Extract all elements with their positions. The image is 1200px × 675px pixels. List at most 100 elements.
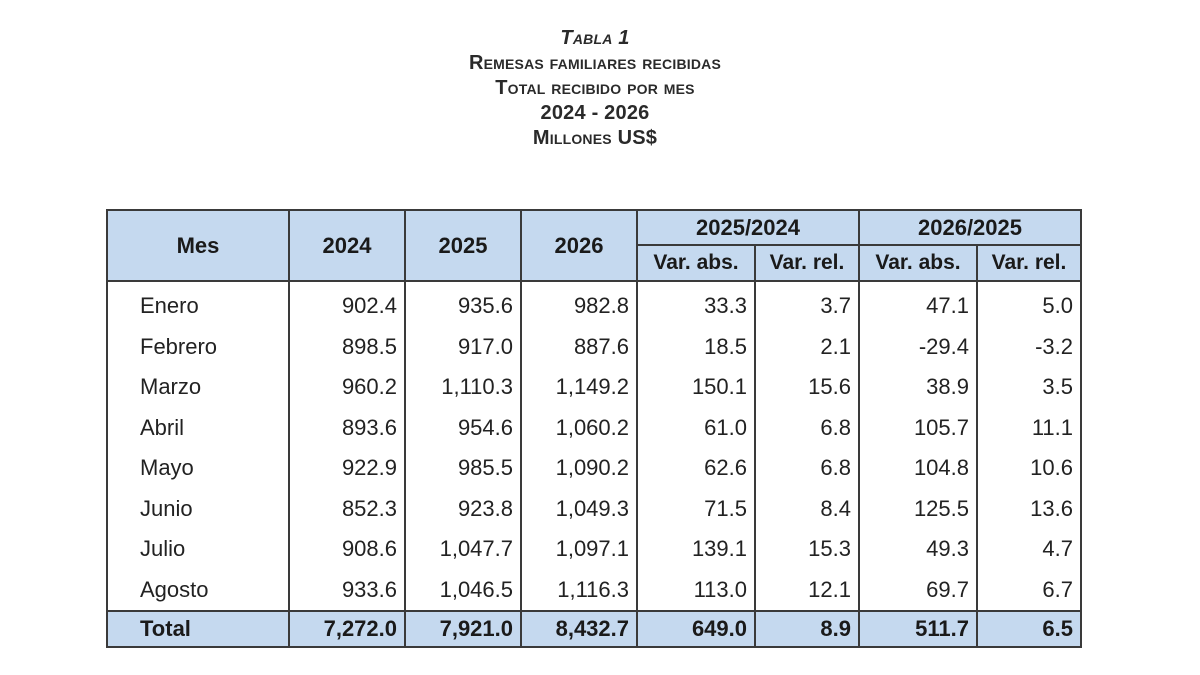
header-var-abs-2: Var. abs.: [858, 244, 978, 282]
cell-var-rel-2: 13.6: [976, 488, 1082, 529]
cell-var-abs-1: 71.5: [636, 488, 756, 529]
cell-var-abs-1: 62.6: [636, 448, 756, 489]
cell-var-abs-2: 125.5: [858, 488, 978, 529]
cell-var-abs-1: 33.3: [636, 281, 756, 327]
cell-v2024: 908.6: [288, 529, 406, 570]
header-var-rel-1: Var. rel.: [754, 244, 860, 282]
table-row: Agosto 933.6 1,046.5 1,116.3 113.0 12.1 69.7 6.…: [106, 569, 1082, 611]
cell-var-abs-2: 104.8: [858, 448, 978, 489]
cell-v2026: 1,116.3: [520, 569, 638, 611]
cell-v2024: 852.3: [288, 488, 406, 529]
total-cell-var-rel-2: 6.5: [976, 610, 1082, 648]
table-row: Marzo 960.2 1,110.3 1,149.2 150.1 15.6 38.9 3.5: [106, 367, 1082, 408]
header-2024: 2024: [288, 209, 406, 282]
cell-var-abs-1: 150.1: [636, 367, 756, 408]
table-header: Mes 2024 2025 2026 2025/2024 2026/2025 V…: [106, 209, 1082, 282]
cell-v2025: 1,047.7: [404, 529, 522, 570]
table-row: Abril 893.6 954.6 1,060.2 61.0 6.8 105.7 11.1: [106, 407, 1082, 448]
cell-var-abs-2: -29.4: [858, 326, 978, 367]
cell-mes: Febrero: [106, 326, 290, 367]
cell-v2026: 982.8: [520, 281, 638, 327]
cell-var-rel-1: 3.7: [754, 281, 860, 327]
header-mes: Mes: [106, 209, 290, 282]
cell-var-rel-1: 6.8: [754, 407, 860, 448]
cell-var-rel-1: 15.6: [754, 367, 860, 408]
cell-var-rel-2: 6.7: [976, 569, 1082, 611]
table-body: Enero 902.4 935.6 982.8 33.3 3.7 47.1 5.0 Febrer…: [106, 281, 1082, 611]
cell-var-rel-2: 11.1: [976, 407, 1082, 448]
cell-var-abs-2: 105.7: [858, 407, 978, 448]
header-2025: 2025: [404, 209, 522, 282]
cell-var-abs-1: 113.0: [636, 569, 756, 611]
table-footer: Total 7,272.0 7,921.0 8,432.7 649.0 8.9 511.7 6…: [106, 610, 1082, 648]
cell-v2026: 1,090.2: [520, 448, 638, 489]
cell-var-rel-1: 2.1: [754, 326, 860, 367]
cell-var-rel-1: 12.1: [754, 569, 860, 611]
cell-v2025: 1,046.5: [404, 569, 522, 611]
remittances-table: Mes 2024 2025 2026 2025/2024 2026/2025 V…: [106, 209, 1082, 648]
header-var-rel-2: Var. rel.: [976, 244, 1082, 282]
cell-var-abs-2: 69.7: [858, 569, 978, 611]
table-row: Junio 852.3 923.8 1,049.3 71.5 8.4 125.5 13.6: [106, 488, 1082, 529]
cell-var-rel-2: -3.2: [976, 326, 1082, 367]
total-cell-var-abs-1: 649.0: [636, 610, 756, 648]
remittances-table-container: Mes 2024 2025 2026 2025/2024 2026/2025 V…: [106, 209, 1082, 648]
header-var-abs-1: Var. abs.: [636, 244, 756, 282]
cell-v2024: 922.9: [288, 448, 406, 489]
cell-v2026: 1,060.2: [520, 407, 638, 448]
cell-var-rel-1: 6.8: [754, 448, 860, 489]
table-number: Tabla 1: [560, 27, 630, 49]
table-units: Millones US$: [532, 127, 658, 149]
cell-var-rel-2: 4.7: [976, 529, 1082, 570]
cell-var-abs-2: 47.1: [858, 281, 978, 327]
table-subtitle: Total recibido por mes: [495, 77, 695, 99]
cell-mes: Marzo: [106, 367, 290, 408]
cell-v2024: 960.2: [288, 367, 406, 408]
cell-var-abs-1: 139.1: [636, 529, 756, 570]
cell-v2025: 1,110.3: [404, 367, 522, 408]
cell-mes: Julio: [106, 529, 290, 570]
cell-mes: Junio: [106, 488, 290, 529]
total-cell-mes: Total: [106, 610, 290, 648]
total-row: Total 7,272.0 7,921.0 8,432.7 649.0 8.9 511.7 6…: [106, 610, 1082, 648]
cell-v2026: 1,097.1: [520, 529, 638, 570]
cell-var-rel-1: 8.4: [754, 488, 860, 529]
cell-v2025: 985.5: [404, 448, 522, 489]
total-cell-var-abs-2: 511.7: [858, 610, 978, 648]
header-2026: 2026: [520, 209, 638, 282]
table-row: Mayo 922.9 985.5 1,090.2 62.6 6.8 104.8 10.6: [106, 448, 1082, 489]
cell-v2024: 902.4: [288, 281, 406, 327]
cell-v2024: 933.6: [288, 569, 406, 611]
cell-var-rel-2: 10.6: [976, 448, 1082, 489]
table-title: Remesas familiares recibidas: [468, 52, 722, 74]
cell-v2026: 887.6: [520, 326, 638, 367]
table-title-block: Tabla 1 Remesas familiares recibidas Tot…: [0, 26, 1190, 151]
cell-v2025: 923.8: [404, 488, 522, 529]
cell-mes: Agosto: [106, 569, 290, 611]
cell-v2026: 1,049.3: [520, 488, 638, 529]
table-period: 2024 - 2026: [540, 102, 650, 124]
header-group-2026-2025: 2026/2025: [858, 209, 1082, 246]
cell-v2024: 893.6: [288, 407, 406, 448]
cell-v2025: 935.6: [404, 281, 522, 327]
total-cell-var-rel-1: 8.9: [754, 610, 860, 648]
total-cell-v2024: 7,272.0: [288, 610, 406, 648]
cell-var-rel-2: 5.0: [976, 281, 1082, 327]
cell-var-abs-1: 18.5: [636, 326, 756, 367]
cell-var-abs-2: 38.9: [858, 367, 978, 408]
cell-mes: Mayo: [106, 448, 290, 489]
total-cell-v2025: 7,921.0: [404, 610, 522, 648]
total-cell-v2026: 8,432.7: [520, 610, 638, 648]
table-row: Febrero 898.5 917.0 887.6 18.5 2.1 -29.4 -3.2: [106, 326, 1082, 367]
cell-mes: Enero: [106, 281, 290, 327]
cell-v2025: 917.0: [404, 326, 522, 367]
table-row: Julio 908.6 1,047.7 1,097.1 139.1 15.3 49.3 4.7: [106, 529, 1082, 570]
cell-v2026: 1,149.2: [520, 367, 638, 408]
cell-var-rel-1: 15.3: [754, 529, 860, 570]
cell-var-rel-2: 3.5: [976, 367, 1082, 408]
cell-var-abs-2: 49.3: [858, 529, 978, 570]
cell-v2025: 954.6: [404, 407, 522, 448]
cell-v2024: 898.5: [288, 326, 406, 367]
cell-var-abs-1: 61.0: [636, 407, 756, 448]
header-group-2025-2024: 2025/2024: [636, 209, 860, 246]
